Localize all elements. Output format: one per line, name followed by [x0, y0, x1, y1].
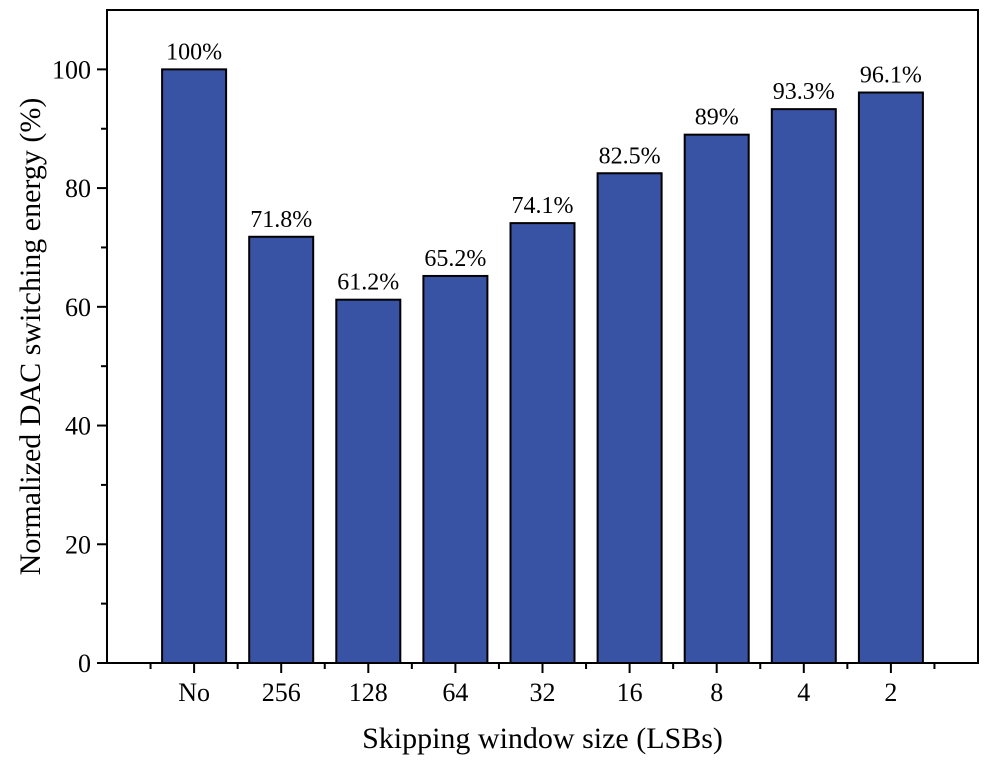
- y-tick-label-60: 60: [65, 293, 91, 322]
- bar-4: [770, 108, 837, 665]
- bar-128: [335, 298, 402, 664]
- x-axis-title: Skipping window size (LSBs): [362, 722, 723, 755]
- bar-8: [683, 133, 750, 664]
- x-tick-label-8: 8: [710, 678, 723, 707]
- x-tick-label-128: 128: [349, 678, 388, 707]
- x-tick-label-256: 256: [262, 678, 301, 707]
- data-label-128: 61.2%: [337, 270, 399, 296]
- data-label-16: 82.5%: [599, 143, 661, 169]
- bar-2: [857, 91, 924, 665]
- y-tick-label-100: 100: [52, 55, 91, 84]
- data-label-8: 89%: [695, 105, 739, 131]
- bar-64: [422, 274, 489, 664]
- data-labels-group: 100% 71.8% 61.2% 65.2% 74.1% 82.5% 89% 93.3% 96.…: [166, 39, 922, 295]
- x-tick-label-4: 4: [797, 678, 810, 707]
- y-tick-label-80: 80: [65, 174, 91, 203]
- x-tick-label-64: 64: [442, 678, 468, 707]
- data-label-256: 71.8%: [250, 207, 312, 233]
- data-label-64: 65.2%: [424, 246, 486, 272]
- data-label-No: 100%: [166, 39, 222, 65]
- data-label-2: 96.1%: [860, 63, 922, 89]
- bar-16: [596, 172, 663, 664]
- x-tick-label-32: 32: [530, 678, 556, 707]
- x-tick-label-2: 2: [884, 678, 897, 707]
- y-tick-label-0: 0: [78, 649, 91, 678]
- bar-256: [248, 235, 315, 664]
- y-axis-title: Normalized DAC switching energy (%): [14, 98, 47, 576]
- data-label-4: 93.3%: [773, 79, 835, 105]
- bars-group: [161, 68, 924, 665]
- data-label-32: 74.1%: [512, 193, 574, 219]
- x-tick-label-No: No: [178, 678, 210, 707]
- y-ticks-group: 0 20 40 60 80 100: [52, 55, 107, 678]
- bar-No: [161, 68, 228, 664]
- y-tick-label-20: 20: [65, 530, 91, 559]
- x-ticks-group: No 256 128 64 32 16 8 4 2: [149, 663, 936, 707]
- y-tick-label-40: 40: [65, 412, 91, 441]
- x-tick-label-16: 16: [617, 678, 643, 707]
- bar-32: [509, 222, 576, 664]
